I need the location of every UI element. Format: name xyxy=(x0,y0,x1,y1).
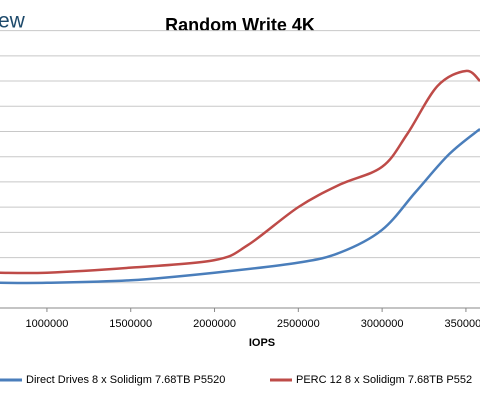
series-line xyxy=(0,127,480,285)
chart-title: Random Write 4K xyxy=(165,15,315,35)
logo-text: ew xyxy=(0,10,26,33)
x-tick-label: 2500000 xyxy=(277,318,320,330)
x-tick-label: 1500000 xyxy=(109,318,152,330)
legend-label: Direct Drives 8 x Solidigm 7.68TB P5520 xyxy=(26,374,225,386)
x-axis-label: IOPS xyxy=(249,337,275,349)
series-line xyxy=(0,69,480,275)
x-tick-label: 2000000 xyxy=(193,318,236,330)
x-tick-label: 3000000 xyxy=(361,318,404,330)
legend-label: PERC 12 8 x Solidigm 7.68TB P552 xyxy=(296,374,472,386)
x-tick-label: 1000000 xyxy=(26,318,69,330)
x-tick-label: 3500000 xyxy=(445,318,480,330)
